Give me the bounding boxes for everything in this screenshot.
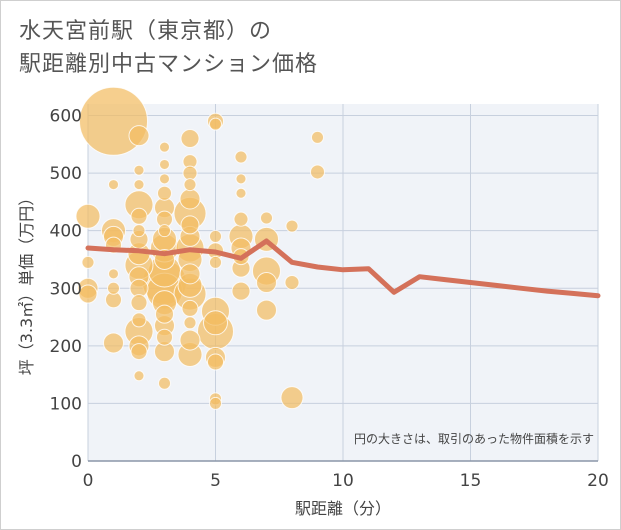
data-bubble xyxy=(157,185,172,201)
x-tick-label: 0 xyxy=(83,471,94,491)
data-bubble xyxy=(75,203,101,229)
data-bubble xyxy=(108,179,119,191)
x-tick-labels: 0 5 10 15 20 xyxy=(83,471,609,491)
x-tick-label: 5 xyxy=(210,471,221,491)
x-axis-title: 駅距離（分） xyxy=(295,499,391,518)
data-bubble xyxy=(207,353,224,371)
data-bubble xyxy=(159,158,170,170)
y-tick-label: 400 xyxy=(50,222,82,242)
y-tick-label: 200 xyxy=(50,337,82,357)
average-price-line xyxy=(85,238,601,299)
data-bubble xyxy=(285,219,299,233)
data-bubble xyxy=(156,328,173,346)
y-tick-label: 300 xyxy=(50,279,82,299)
data-bubble xyxy=(256,272,277,293)
data-bubble xyxy=(203,310,228,336)
data-bubble xyxy=(256,299,277,321)
data-bubble xyxy=(209,229,222,243)
chart-title-line-1: 水天宮前駅（東京都）の xyxy=(19,19,273,44)
data-bubble xyxy=(235,173,247,185)
data-bubble xyxy=(133,164,145,176)
chart-title: 水天宮前駅（東京都）の 駅距離別中古マンション価格 xyxy=(19,15,318,81)
data-bubble xyxy=(180,129,200,149)
data-bubble xyxy=(159,141,170,153)
data-bubble xyxy=(233,211,249,227)
data-bubble xyxy=(209,396,222,410)
data-bubble xyxy=(182,165,198,181)
bubble-series xyxy=(75,86,325,410)
chart-title-line-2: 駅距離別中古マンション価格 xyxy=(19,52,319,77)
data-bubble xyxy=(183,178,197,192)
data-bubble xyxy=(235,187,247,199)
data-bubble xyxy=(234,150,248,164)
data-bubble xyxy=(183,316,197,330)
data-bubble xyxy=(179,329,201,351)
data-bubble xyxy=(132,224,146,238)
data-bubble xyxy=(81,255,95,269)
data-bubble xyxy=(103,332,124,354)
data-bubble xyxy=(311,130,324,144)
x-tick-label: 10 xyxy=(332,471,354,491)
data-bubble xyxy=(159,173,170,185)
data-bubble xyxy=(78,284,98,304)
data-bubble xyxy=(133,179,145,191)
data-bubble xyxy=(158,376,171,390)
y-tick-labels: 0 100 200 300 400 500 600 xyxy=(50,107,82,472)
data-bubble xyxy=(231,281,251,301)
data-bubble xyxy=(130,207,148,225)
data-bubble xyxy=(181,299,199,317)
data-bubble xyxy=(179,263,201,285)
data-bubble xyxy=(310,164,325,180)
y-tick-label: 500 xyxy=(50,164,82,184)
data-bubble xyxy=(108,268,119,280)
data-bubble xyxy=(180,215,200,235)
y-axis-title: 坪（3.3㎡）単価（万円） xyxy=(17,190,36,375)
data-bubble xyxy=(130,343,148,361)
y-tick-label: 600 xyxy=(50,107,82,127)
data-bubble xyxy=(155,304,174,324)
data-bubble xyxy=(128,125,150,147)
data-bubble xyxy=(209,117,222,131)
data-bubble xyxy=(260,211,273,225)
bubble-size-note: 円の大きさは、取引のあった物件面積を示す xyxy=(354,431,594,446)
data-bubble xyxy=(179,188,201,210)
data-bubble xyxy=(130,294,148,312)
data-bubble xyxy=(107,281,120,295)
data-bubble xyxy=(284,275,300,290)
x-tick-label: 20 xyxy=(587,471,609,491)
y-tick-label: 100 xyxy=(50,394,82,414)
data-bubble xyxy=(131,312,147,328)
y-tick-label: 0 xyxy=(71,452,82,472)
data-bubble xyxy=(280,386,304,410)
data-bubble xyxy=(158,224,171,238)
data-bubble xyxy=(133,370,145,382)
data-bubble xyxy=(209,255,222,269)
x-tick-label: 15 xyxy=(460,471,482,491)
